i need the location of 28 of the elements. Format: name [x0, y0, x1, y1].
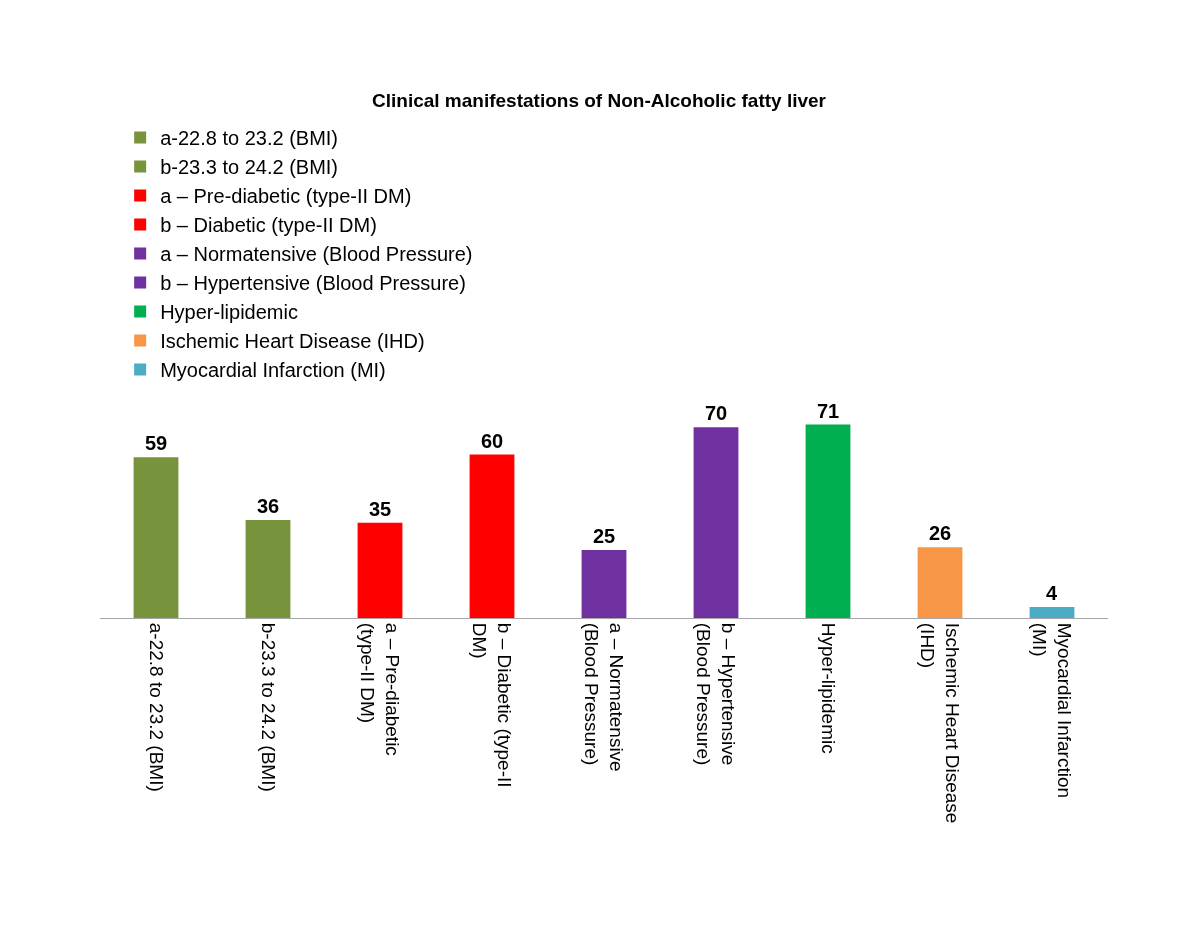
legend-label: b – Hypertensive (Blood Pressure) — [160, 272, 466, 295]
data-label: 35 — [368, 497, 392, 520]
x-tick-label: b-23.3 to 24.2 (BMI) — [257, 622, 279, 792]
legend-label: a-22.8 to 23.2 (BMI) — [160, 127, 339, 150]
data-label: 59 — [144, 432, 168, 455]
x-tick-label: Myocardial Infarction (MI) — [1029, 622, 1076, 799]
data-label: 71 — [816, 399, 840, 422]
x-tick-label: b – Hypertensive (Blood Pressure) — [693, 622, 740, 766]
legend-label: a – Normatensive (Blood Pressure) — [160, 243, 473, 266]
x-tick-label: Ischemic Heart Disease (IHD) — [917, 622, 964, 824]
data-label: 4 — [1046, 582, 1058, 605]
legend-label: b-23.3 to 24.2 (BMI) — [160, 156, 339, 179]
x-tick-label: a – Pre-diabetic (type-II DM) — [357, 622, 404, 756]
x-tick-label: a-22.8 to 23.2 (BMI) — [145, 622, 167, 792]
legend-label: a – Pre-diabetic (type-II DM) — [160, 185, 412, 208]
x-tick-label: b – Diabetic (type-II DM) — [469, 622, 516, 788]
legend-label: Ischemic Heart Disease (IHD) — [160, 330, 425, 353]
x-tick-label: a – Normatensive (Blood Pressure) — [581, 622, 628, 772]
legend-label: Hyper-lipidemic — [160, 301, 298, 324]
data-label: 36 — [256, 494, 280, 517]
data-label: 60 — [480, 429, 504, 452]
legend-label: Myocardial Infarction (MI) — [160, 359, 386, 382]
data-label: 25 — [592, 524, 616, 547]
x-tick-label: Hyper-lipidemic — [817, 622, 839, 754]
legend-label: b – Diabetic (type-II DM) — [160, 214, 377, 237]
data-label: 26 — [928, 522, 952, 545]
chart-title: Clinical manifestations of Non-Alcoholic fatty liver — [372, 90, 827, 112]
data-label: 70 — [704, 402, 728, 425]
